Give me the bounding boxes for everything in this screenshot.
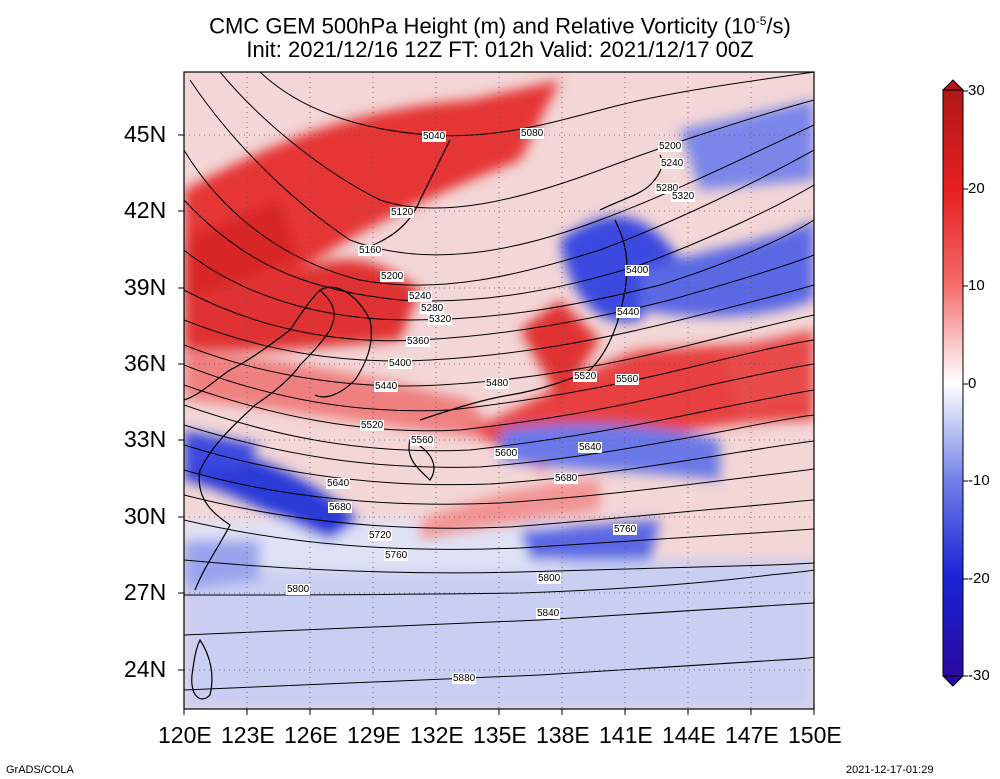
lon-label-129e: 129E [347,722,401,748]
colorbar-label-30: 30 [968,82,985,99]
colorbar-label-0: 0 [968,375,977,392]
lat-label-36n: 36N [124,350,167,376]
lat-label-45n: 45N [124,121,167,147]
lat-label-39n: 39N [124,274,167,300]
lon-label-123e: 123E [221,722,275,748]
contour-label: 5520 [360,420,385,431]
map-title-line1: CMC GEM 500hPa Height (m) and Relative V… [209,13,791,39]
contour-label: 5280 [420,303,445,314]
contour-label: 5360 [406,336,431,347]
contour-label: 5240 [660,158,685,169]
contour-label: 5720 [368,530,393,541]
contour-label: 5800 [286,584,311,595]
lon-label-135e: 135E [473,722,527,748]
colorbar-label-minus20: -20 [968,570,990,587]
contour-label: 5160 [358,245,383,256]
footer-timestamp: 2021-12-17-01:29 [846,764,934,776]
lat-label-30n: 30N [124,503,167,529]
contour-label: 5480 [485,378,510,389]
colorbar-label-10: 10 [968,277,985,294]
colorbar [941,79,968,687]
contour-label: 5560 [615,374,640,385]
lon-label-150e: 150E [788,722,842,748]
contour-label: 5840 [536,608,561,619]
lat-label-24n: 24N [124,656,167,682]
lon-label-126e: 126E [284,722,338,748]
contour-label: 5800 [537,573,562,584]
colorbar-label-minus30: -30 [968,667,990,684]
lon-label-144e: 144E [662,722,716,748]
lon-label-120e: 120E [158,722,212,748]
contour-label: 5200 [380,271,405,282]
contour-label: 5640 [326,478,351,489]
contour-label: 5880 [452,673,477,684]
contour-label: 5280 [655,183,680,194]
contour-label: 5400 [388,358,413,369]
contour-label: 5240 [408,291,433,302]
contour-label: 5400 [625,265,650,276]
colorbar-label-20: 20 [968,180,985,197]
lat-label-42n: 42N [124,197,167,223]
contour-label: 5320 [428,314,453,325]
lon-label-138e: 138E [536,722,590,748]
colorbar-label-minus10: -10 [968,472,990,489]
contour-label: 5080 [520,128,545,139]
lat-label-27n: 27N [124,579,167,605]
contour-label: 5760 [384,550,409,561]
graticule [184,72,814,709]
contour-label: 5520 [573,371,598,382]
axis-ticks [178,134,815,715]
lon-label-141e: 141E [599,722,653,748]
contour-label: 5320 [671,191,696,202]
contour-label: 5440 [616,307,641,318]
height-contours [184,72,814,691]
contour-label: 5040 [422,131,447,142]
contour-label: 5760 [613,524,638,535]
lat-label-33n: 33N [124,426,167,452]
contour-label: 5600 [494,448,519,459]
contour-label: 5120 [390,207,415,218]
contour-label: 5680 [328,502,353,513]
footer-software: GrADS/COLA [6,764,74,776]
lon-label-147e: 147E [725,722,779,748]
contour-label: 5440 [374,381,399,392]
lon-label-132e: 132E [410,722,464,748]
contour-label: 5560 [410,435,435,446]
contour-label: 5680 [554,473,579,484]
map-title-line2: Init: 2021/12/16 12Z FT: 012h Valid: 202… [246,37,754,62]
contour-label: 5640 [578,442,603,453]
contour-label: 5200 [658,141,683,152]
